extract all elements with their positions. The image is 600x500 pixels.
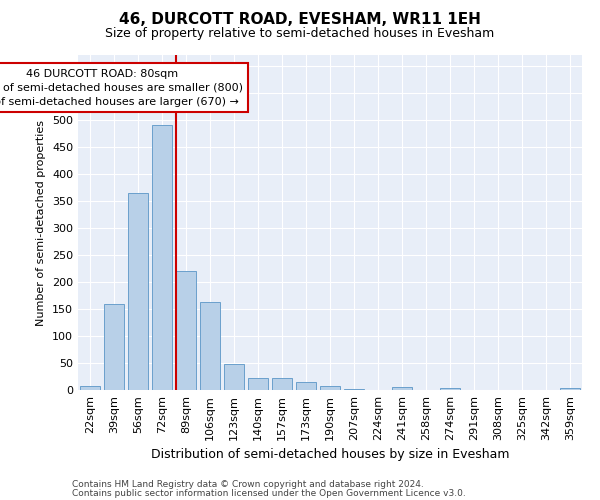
Bar: [320, 386, 340, 390]
Bar: [176, 271, 196, 390]
Bar: [272, 378, 292, 390]
Bar: [296, 382, 316, 390]
Bar: [104, 304, 124, 390]
Text: Contains public sector information licensed under the Open Government Licence v3: Contains public sector information licen…: [72, 489, 466, 498]
X-axis label: Distribution of semi-detached houses by size in Evesham: Distribution of semi-detached houses by …: [151, 448, 509, 462]
Y-axis label: Number of semi-detached properties: Number of semi-detached properties: [37, 120, 46, 326]
Bar: [560, 388, 580, 390]
Text: Contains HM Land Registry data © Crown copyright and database right 2024.: Contains HM Land Registry data © Crown c…: [72, 480, 424, 489]
Bar: [392, 388, 412, 390]
Text: 46, DURCOTT ROAD, EVESHAM, WR11 1EH: 46, DURCOTT ROAD, EVESHAM, WR11 1EH: [119, 12, 481, 28]
Text: 46 DURCOTT ROAD: 80sqm
← 53% of semi-detached houses are smaller (800)
45% of se: 46 DURCOTT ROAD: 80sqm ← 53% of semi-det…: [0, 68, 242, 106]
Bar: [248, 378, 268, 390]
Bar: [440, 388, 460, 390]
Bar: [128, 193, 148, 390]
Bar: [80, 386, 100, 390]
Bar: [200, 302, 220, 390]
Bar: [224, 364, 244, 390]
Text: Size of property relative to semi-detached houses in Evesham: Size of property relative to semi-detach…: [106, 28, 494, 40]
Bar: [152, 125, 172, 390]
